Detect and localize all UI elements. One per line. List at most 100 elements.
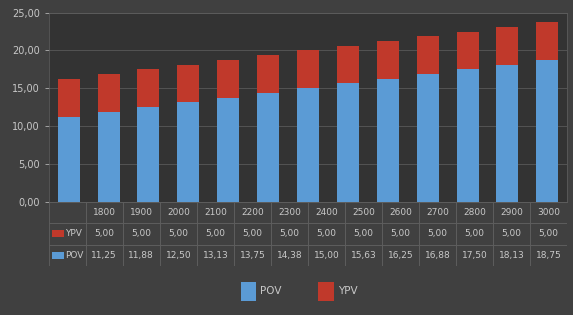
Text: 17,50: 17,50 <box>462 251 488 260</box>
Bar <box>382 245 419 266</box>
Bar <box>496 27 519 65</box>
Bar <box>97 112 120 202</box>
Text: 15,63: 15,63 <box>351 251 376 260</box>
Bar <box>138 69 159 107</box>
Bar <box>536 22 558 60</box>
Bar <box>456 223 493 245</box>
Bar <box>308 223 345 245</box>
Text: 5,00: 5,00 <box>354 229 374 238</box>
Bar <box>217 60 239 98</box>
Bar <box>197 202 234 223</box>
Bar <box>160 202 197 223</box>
Text: 5,00: 5,00 <box>316 229 336 238</box>
Text: 1900: 1900 <box>130 208 153 217</box>
Bar <box>271 223 308 245</box>
Bar <box>257 55 279 93</box>
Bar <box>86 245 123 266</box>
Bar <box>123 223 160 245</box>
Bar <box>417 36 438 74</box>
Bar <box>536 60 558 202</box>
Bar <box>297 50 319 88</box>
Text: 5,00: 5,00 <box>391 229 411 238</box>
Bar <box>86 202 123 223</box>
Text: 3000: 3000 <box>537 208 560 217</box>
Text: 5,00: 5,00 <box>427 229 448 238</box>
Bar <box>419 245 456 266</box>
Bar <box>271 245 308 266</box>
Bar <box>197 245 234 266</box>
Bar <box>160 245 197 266</box>
Text: 2800: 2800 <box>463 208 486 217</box>
Bar <box>49 245 86 266</box>
Text: 16,88: 16,88 <box>425 251 450 260</box>
Bar <box>197 223 234 245</box>
Bar <box>234 223 271 245</box>
Text: 11,25: 11,25 <box>92 251 117 260</box>
Bar <box>319 282 334 301</box>
Bar <box>456 202 493 223</box>
Text: 2900: 2900 <box>500 208 523 217</box>
Bar <box>417 74 438 202</box>
Text: 18,13: 18,13 <box>499 251 525 260</box>
Text: 18,75: 18,75 <box>536 251 562 260</box>
Text: 5,00: 5,00 <box>131 229 151 238</box>
Text: 2000: 2000 <box>167 208 190 217</box>
Bar <box>337 83 359 202</box>
Bar <box>178 65 199 102</box>
Bar <box>49 202 86 223</box>
Bar <box>419 202 456 223</box>
Bar <box>308 245 345 266</box>
Bar <box>257 93 279 202</box>
Text: POV: POV <box>65 251 84 260</box>
Text: YPV: YPV <box>65 229 83 238</box>
Bar <box>58 117 80 202</box>
Text: 5,00: 5,00 <box>539 229 559 238</box>
Text: 12,50: 12,50 <box>166 251 191 260</box>
Bar <box>271 202 308 223</box>
Bar <box>178 102 199 202</box>
Bar <box>457 32 478 69</box>
Text: 5,00: 5,00 <box>168 229 189 238</box>
Bar <box>234 202 271 223</box>
Bar <box>496 65 519 202</box>
Bar <box>58 79 80 117</box>
Bar <box>49 223 86 245</box>
Bar <box>123 245 160 266</box>
Bar <box>493 202 530 223</box>
Text: 15,00: 15,00 <box>313 251 339 260</box>
Text: 2500: 2500 <box>352 208 375 217</box>
Text: 2700: 2700 <box>426 208 449 217</box>
Bar <box>86 223 123 245</box>
Bar <box>160 223 197 245</box>
Bar <box>377 79 399 202</box>
Text: 11,88: 11,88 <box>128 251 154 260</box>
Bar <box>337 46 359 83</box>
Text: 5,00: 5,00 <box>280 229 300 238</box>
Text: 2600: 2600 <box>389 208 412 217</box>
Bar <box>97 74 120 112</box>
Bar <box>419 223 456 245</box>
Text: 13,75: 13,75 <box>240 251 265 260</box>
Bar <box>345 223 382 245</box>
Text: 5,00: 5,00 <box>502 229 521 238</box>
Bar <box>345 202 382 223</box>
Bar <box>382 202 419 223</box>
Text: POV: POV <box>260 286 282 296</box>
Bar <box>530 245 567 266</box>
Bar <box>530 223 567 245</box>
Bar <box>234 245 271 266</box>
Bar <box>308 202 345 223</box>
Text: 2300: 2300 <box>278 208 301 217</box>
Text: 5,00: 5,00 <box>465 229 485 238</box>
Bar <box>530 202 567 223</box>
Text: 16,25: 16,25 <box>388 251 413 260</box>
Bar <box>345 245 382 266</box>
Bar <box>217 98 239 202</box>
Bar <box>297 88 319 202</box>
Bar <box>52 231 64 237</box>
Text: 5,00: 5,00 <box>95 229 114 238</box>
Text: 14,38: 14,38 <box>277 251 303 260</box>
Bar <box>456 245 493 266</box>
Bar <box>493 223 530 245</box>
Bar <box>138 107 159 202</box>
